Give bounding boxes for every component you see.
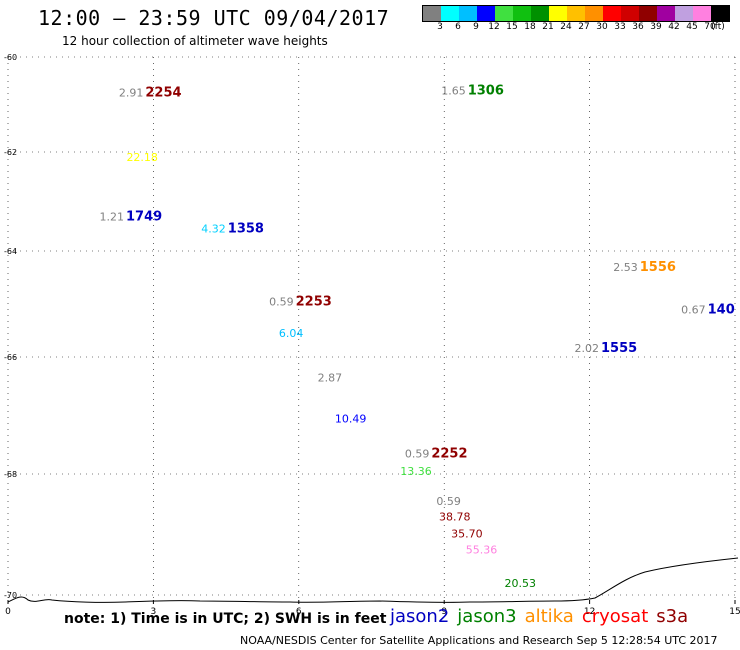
wave-height-label: 2.02 [574,342,599,355]
legend-entry: altika [524,606,574,627]
color-swatch [621,6,639,21]
color-scale-label: 15 [506,22,518,32]
color-scale-label: 6 [455,22,461,32]
wave-height-label: 4.32 [201,223,226,236]
lat-tick-label: -68 [4,470,17,479]
legend-entry: cryosat [581,606,649,627]
wave-height-label: 10.49 [335,412,367,425]
color-swatch [477,6,495,21]
wave-height-label: 1.21 [100,210,125,223]
color-swatch [693,6,711,21]
wave-height-label: 0.59 [269,295,294,308]
lon-tick-label: 12 [584,607,595,617]
color-scale-label: 18 [524,22,536,32]
wave-height-label: 0.67 [681,303,706,316]
lat-tick-label: -62 [4,148,17,157]
legend-entry: jason3 [457,606,517,627]
color-swatch [441,6,459,21]
legend-entry: jason2 [390,606,450,627]
color-swatch [585,6,603,21]
map-axes: 0 3 6 9 12 15 -60 -62 -64 -66 -68 -70 [4,53,740,617]
color-swatch [603,6,621,21]
wave-height-label: 35.70 [451,527,483,540]
satellite-legend: jason2 jason3 altika cryosat s3a [390,606,696,627]
color-scale-label: (ft) [711,22,725,32]
color-scale-label: 24 [560,22,572,32]
wave-height-label: 1.65 [441,84,466,97]
pass-id-label: 140 [708,302,735,317]
wave-height-label: 6.04 [279,327,304,340]
lon-tick-label: 6 [296,607,302,617]
color-scale-label: 30 [596,22,608,32]
color-scale-label: 36 [632,22,644,32]
wave-height-label: 55.36 [466,544,498,557]
color-scale-label: 70 [704,22,716,32]
wave-height-label: 0.59 [405,448,430,461]
color-swatch [639,6,657,21]
color-swatch [513,6,531,21]
color-scale-label: 3 [437,22,443,32]
color-scale-label: 21 [542,22,554,32]
wave-height-label: 2.91 [119,87,144,100]
lat-tick-label: -64 [4,247,17,256]
lat-tick-label: -66 [4,353,17,362]
color-swatch [531,6,549,21]
pass-id-label: 1555 [601,341,637,356]
wave-height-label: 0.59 [436,495,461,508]
pass-id-label: 2254 [145,86,181,101]
wave-height-label: 2.53 [613,261,638,274]
color-swatch [495,6,513,21]
credit-line: NOAA/NESDIS Center for Satellite Applica… [240,634,718,647]
pass-id-label: 1306 [468,83,504,98]
lon-tick-label: 0 [5,607,11,617]
lat-tick-label: -60 [4,53,17,62]
lat-tick-label: -70 [4,591,17,600]
color-scale-label: 27 [578,22,590,32]
altimeter-annotations: 2.91 2254 22.18 1.21 1749 4.32 1358 1.65 1306 0.5… [100,83,735,590]
map-grid [7,56,736,603]
color-scale-label: 33 [614,22,626,32]
page-subtitle: 12 hour collection of altimeter wave hei… [62,34,328,48]
wave-height-label: 20.53 [504,577,536,590]
color-swatch [657,6,675,21]
antarctic-coastline [7,557,739,603]
pass-id-label: 2253 [296,294,332,309]
color-scale-bar [422,5,730,22]
color-scale-label: 39 [650,22,662,32]
color-swatch [459,6,477,21]
color-swatch [549,6,567,21]
lon-tick-label: 9 [441,607,447,617]
color-swatch [711,6,729,21]
coastline-path [7,557,739,603]
wave-height-label: 38.78 [439,510,471,523]
lon-tick-label: 15 [729,607,740,617]
color-swatch [423,6,441,21]
color-scale-label: 12 [488,22,500,32]
color-swatch [675,6,693,21]
pass-id-label: 1749 [126,209,162,224]
legend-entry: s3a [656,606,689,627]
color-scale-label: 42 [668,22,680,32]
wave-height-label: 13.36 [400,465,432,478]
page-title: 12:00 – 23:59 UTC 09/04/2017 [38,6,390,30]
footer-note: note: 1) Time is in UTC; 2) SWH is in fe… [64,611,387,627]
pass-id-label: 1556 [640,260,676,275]
lon-tick-label: 3 [151,607,157,617]
wave-height-label: 2.87 [318,371,343,384]
wave-height-label: 22.18 [126,151,158,164]
pass-id-label: 1358 [228,222,264,237]
color-scale-label: 9 [473,22,479,32]
color-swatch [567,6,585,21]
pass-id-label: 2252 [431,447,467,462]
color-scale-label: 45 [686,22,698,32]
